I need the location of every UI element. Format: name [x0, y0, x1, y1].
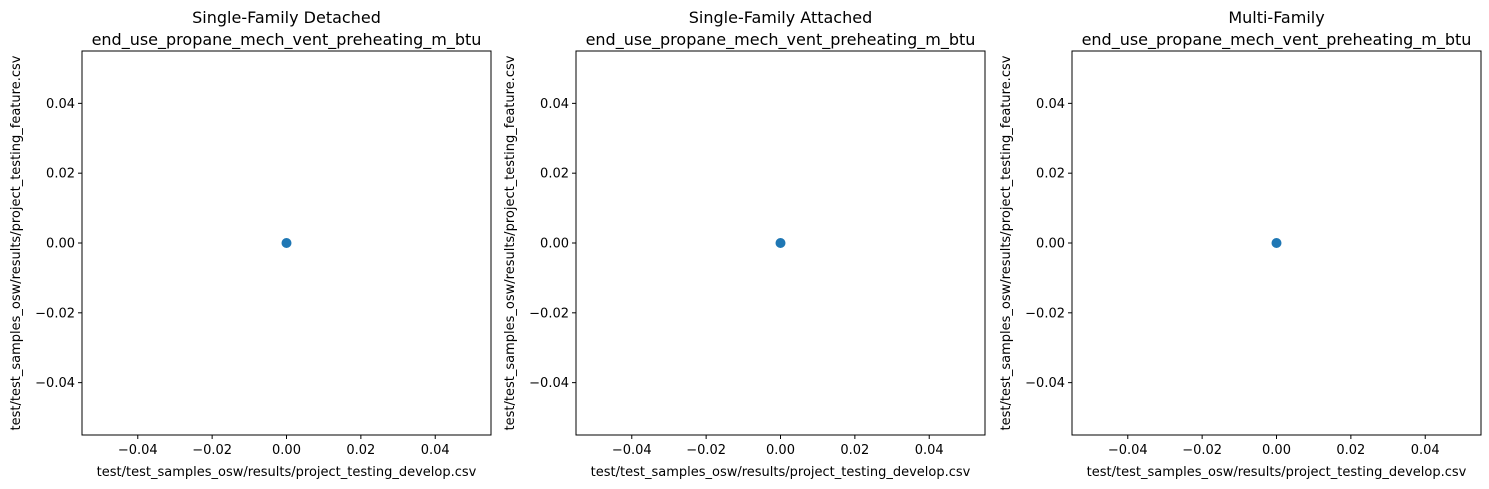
y-tick-label: 0.04	[540, 97, 569, 112]
scatter-panel-3: Multi-Family end_use_propane_mech_vent_pr…	[999, 8, 1482, 480]
panel-subtitle: end_use_propane_mech_vent_preheating_m_b…	[92, 30, 482, 50]
panel-title: Single-Family Detached	[192, 8, 381, 27]
data-point	[775, 238, 786, 248]
panel-title: Single-Family Attached	[689, 8, 872, 27]
panel-subtitle: end_use_propane_mech_vent_preheating_m_b…	[586, 30, 976, 50]
y-axis-label: test/test_samples_osw/results/project_te…	[503, 55, 518, 430]
panel-subtitle: end_use_propane_mech_vent_preheating_m_b…	[1082, 30, 1472, 50]
x-tick-label: −0.02	[1182, 443, 1222, 458]
x-axis-label: test/test_samples_osw/results/project_te…	[1087, 465, 1467, 480]
scatter-panel-1: Single-Family Detached end_use_propane_me…	[9, 8, 492, 480]
y-tick-label: −0.02	[529, 306, 569, 321]
panel-title: Multi-Family	[1228, 8, 1324, 27]
y-axis-label: test/test_samples_osw/results/project_te…	[999, 55, 1014, 430]
x-tick-label: 0.04	[421, 443, 450, 458]
data-point	[1271, 238, 1282, 248]
y-tick-label: 0.00	[540, 237, 569, 252]
x-tick-label: 0.02	[1336, 443, 1365, 458]
y-tick-label: −0.02	[35, 306, 75, 321]
x-axis-label: test/test_samples_osw/results/project_te…	[591, 465, 971, 480]
x-tick-label: −0.02	[192, 443, 232, 458]
x-tick-label: 0.00	[272, 443, 301, 458]
plot-frame	[81, 50, 492, 436]
data-point	[281, 238, 292, 248]
y-tick-label: 0.00	[46, 237, 75, 252]
y-tick-label: 0.04	[1036, 97, 1065, 112]
y-tick-label: 0.02	[1036, 167, 1065, 182]
x-tick-label: −0.04	[1108, 443, 1148, 458]
x-tick-label: −0.04	[118, 443, 158, 458]
scatter-panel-2: Single-Family Attached end_use_propane_me…	[503, 8, 986, 480]
y-tick-label: −0.04	[529, 376, 569, 391]
x-tick-label: −0.02	[686, 443, 726, 458]
y-tick-label: −0.04	[1025, 376, 1065, 391]
y-tick-label: −0.04	[35, 376, 75, 391]
x-tick-label: 0.00	[766, 443, 795, 458]
y-tick-label: 0.04	[46, 97, 75, 112]
y-axis-label: test/test_samples_osw/results/project_te…	[9, 55, 24, 430]
x-tick-label: 0.00	[1262, 443, 1291, 458]
x-axis-label: test/test_samples_osw/results/project_te…	[97, 465, 477, 480]
plot-frame	[575, 50, 986, 436]
y-tick-label: −0.02	[1025, 306, 1065, 321]
x-tick-label: 0.02	[840, 443, 869, 458]
x-tick-label: 0.04	[915, 443, 944, 458]
plot-frame	[1071, 50, 1482, 436]
y-tick-label: 0.02	[540, 167, 569, 182]
y-tick-label: 0.00	[1036, 237, 1065, 252]
x-tick-label: 0.02	[346, 443, 375, 458]
y-tick-label: 0.02	[46, 167, 75, 182]
x-tick-label: 0.04	[1411, 443, 1440, 458]
x-tick-label: −0.04	[612, 443, 652, 458]
